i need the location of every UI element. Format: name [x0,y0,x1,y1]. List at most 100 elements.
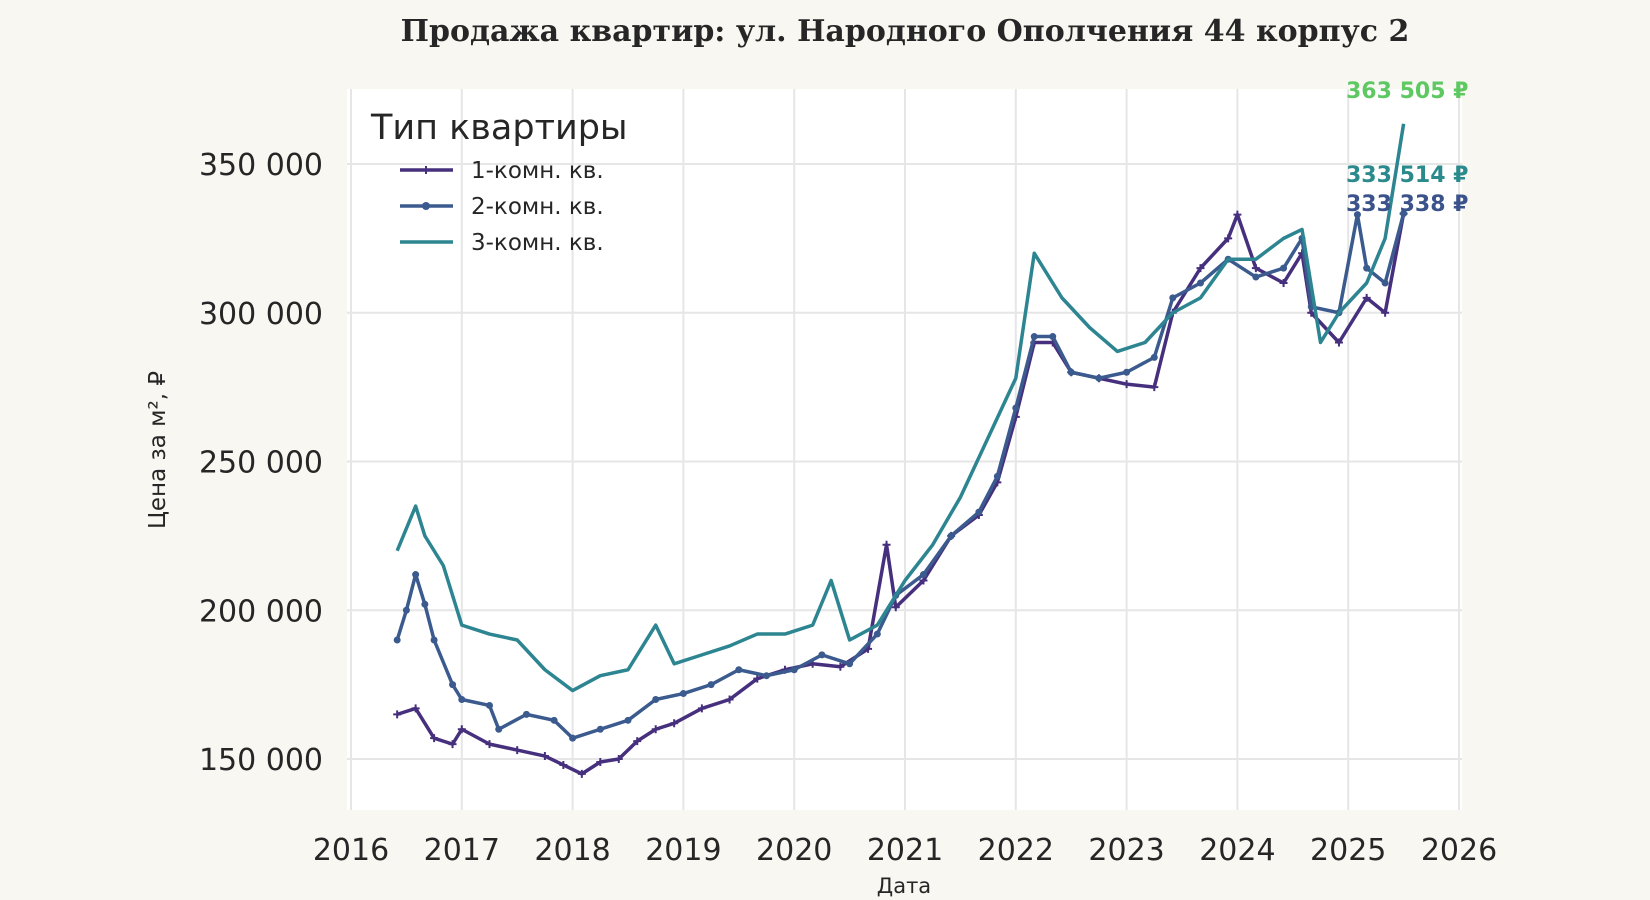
x-tick-label: 2025 [1310,833,1386,868]
data-point [1169,294,1177,302]
y-tick-label: 350 000 [199,148,323,183]
data-point [393,636,401,644]
data-point [947,532,955,540]
data-point [614,755,623,763]
data-point [1123,368,1131,376]
data-point [846,660,854,668]
data-point [707,681,715,689]
data-point [818,651,826,659]
data-point [1334,338,1343,347]
data-point [449,681,457,689]
data-point [1150,383,1159,392]
data-point [540,752,549,761]
data-point [430,734,439,743]
data-point [486,701,493,709]
data-point [1067,368,1075,376]
data-point [1251,264,1260,273]
data-point [1196,279,1204,287]
x-tick-label: 2026 [1421,833,1497,868]
data-point [448,740,457,749]
data-point [763,672,770,680]
data-point [891,603,900,612]
data-point [1196,264,1205,273]
legend-marker [422,166,430,174]
data-point [1233,210,1242,219]
data-point [1150,353,1158,361]
data-point [1381,279,1389,287]
data-point [421,600,429,608]
data-point [1252,273,1260,281]
data-point [725,695,734,704]
data-point [550,716,558,724]
data-point [1280,264,1288,272]
data-point [1353,211,1361,219]
axis-ticks: 2016 2017 2018 2019 2020 2021 2022 2023 2024 2025… [199,148,1497,868]
x-tick-label: 2023 [1088,833,1164,868]
data-point [679,690,687,698]
data-point [412,571,420,579]
legend-title: Тип квартиры [370,108,628,148]
legend: Тип квартиры 1-комн. кв. 2-комн. кв. 3-ком… [370,108,628,256]
legend-item: 1-комн. кв. [400,158,604,184]
data-point [873,630,881,638]
legend-label: 2-комн. кв. [471,194,604,220]
data-point [651,725,660,734]
data-point [993,472,1001,480]
data-point [495,725,503,733]
data-point [430,636,438,644]
data-point [1224,234,1233,243]
y-tick-label: 300 000 [199,297,323,332]
x-tick-label: 2018 [534,833,610,868]
data-point [559,760,568,769]
x-tick-label: 2021 [867,833,943,868]
data-point [393,710,402,719]
end-value-label: 333 338 ₽ [1346,192,1468,217]
data-point [411,704,420,713]
data-point [1095,374,1103,382]
series-line [395,123,1406,693]
x-tick-label: 2016 [313,833,389,868]
y-tick-label: 250 000 [199,446,323,481]
y-tick-label: 150 000 [199,743,323,778]
x-tick-label: 2022 [978,833,1054,868]
data-point [836,662,845,671]
annotations: 363 505 ₽ 333 514 ₽ 333 338 ₽ [1346,79,1468,217]
y-tick-label: 200 000 [199,594,323,629]
end-value-label: 333 514 ₽ [1346,163,1468,188]
data-point [1049,333,1057,341]
end-value-label: 363 505 ₽ [1346,79,1468,104]
data-point [1279,279,1288,287]
legend-label: 1-комн. кв. [471,158,604,184]
legend-item: 2-комн. кв. [400,194,604,220]
data-point [882,540,891,549]
data-point [975,508,983,516]
data-point [402,606,410,614]
legend-marker [422,202,430,210]
data-point [697,704,706,713]
data-point [596,725,604,733]
legend-item: 3-комн. кв. [400,230,604,256]
data-point [790,666,798,674]
data-point [458,696,466,703]
legend-label: 3-комн. кв. [471,230,604,256]
series-lines [393,123,1408,778]
data-point [670,719,679,728]
data-point [596,757,605,766]
y-axis-label: Цена за м², ₽ [145,371,171,529]
x-tick-label: 2017 [424,833,500,868]
data-point [652,696,660,703]
data-point [1381,308,1390,317]
data-point [624,716,632,724]
data-point [569,734,577,742]
grid [347,89,1462,810]
data-point [633,737,642,746]
data-point [919,571,927,579]
series-3 [395,123,1406,693]
data-point [1400,210,1408,218]
data-point [1012,404,1020,412]
x-axis-label: Дата [877,874,931,898]
data-point [577,769,586,778]
data-point [735,666,743,674]
data-point [457,725,466,734]
x-tick-label: 2024 [1199,833,1275,868]
